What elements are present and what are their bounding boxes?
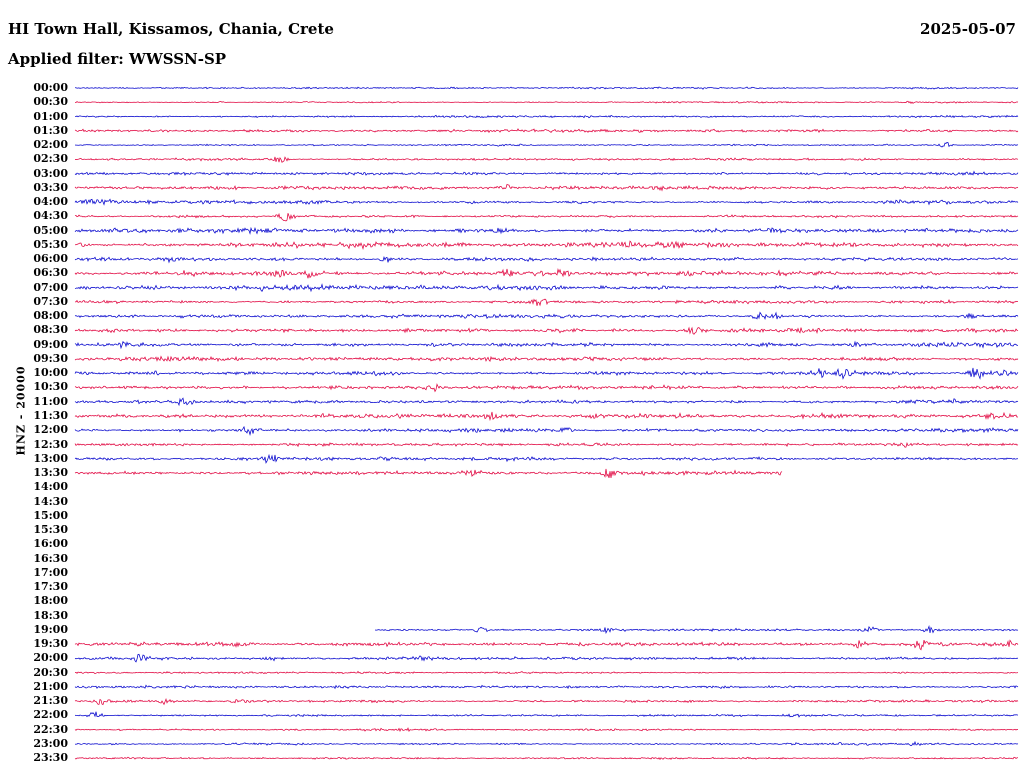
time-label: 21:00 <box>33 679 68 693</box>
trace-20:00 <box>74 653 1019 663</box>
trace-02:30 <box>74 156 1019 163</box>
trace-01:00 <box>74 114 1019 119</box>
time-label: 20:30 <box>33 665 68 679</box>
time-label: 08:00 <box>33 309 68 323</box>
trace-19:30 <box>74 639 1019 651</box>
trace-08:30 <box>74 326 1019 335</box>
trace-13:00 <box>74 453 1018 464</box>
time-label: 11:00 <box>33 394 68 408</box>
time-label: 13:00 <box>33 451 68 465</box>
time-label: 02:30 <box>33 152 68 166</box>
time-label-column: 00:00 00:30 01:00 01:30 02:00 02:30 03:00 03:30… <box>0 0 70 780</box>
trace-07:00 <box>74 283 1019 293</box>
time-label: 23:00 <box>33 736 68 750</box>
station-title: HI Town Hall, Kissamos, Chania, Crete <box>8 20 334 38</box>
time-label: 22:00 <box>33 708 68 722</box>
trace-00:00 <box>75 86 1019 90</box>
trace-04:00 <box>74 198 1019 206</box>
trace-04:30 <box>74 212 1019 222</box>
time-label: 00:30 <box>33 95 68 109</box>
trace-22:30 <box>74 727 1019 733</box>
trace-09:30 <box>74 355 1019 363</box>
time-label: 15:00 <box>33 508 68 522</box>
time-label: 02:00 <box>33 138 68 152</box>
time-label: 12:30 <box>33 437 68 451</box>
trace-06:00 <box>74 256 1019 264</box>
trace-20:30 <box>74 670 1019 675</box>
trace-22:00 <box>74 711 1018 718</box>
time-label: 15:30 <box>33 523 68 537</box>
time-label: 03:30 <box>33 180 68 194</box>
time-label: 06:00 <box>33 252 68 266</box>
trace-07:30 <box>75 298 1018 307</box>
trace-05:30 <box>74 240 1019 250</box>
time-label: 17:30 <box>33 580 68 594</box>
filter-label: Applied filter: WWSSN-SP <box>8 50 227 68</box>
trace-11:30 <box>74 411 1019 422</box>
time-label: 19:30 <box>33 637 68 651</box>
date-label: 2025-05-07 <box>920 20 1016 38</box>
time-label: 01:30 <box>33 123 68 137</box>
trace-02:00 <box>74 141 1019 148</box>
trace-21:30 <box>74 698 1019 706</box>
time-label: 06:30 <box>33 266 68 280</box>
time-label: 12:00 <box>33 423 68 437</box>
trace-21:00 <box>74 684 1019 690</box>
time-label: 01:00 <box>33 109 68 123</box>
time-label: 07:30 <box>33 294 68 308</box>
time-label: 05:30 <box>33 237 68 251</box>
time-label: 17:00 <box>33 565 68 579</box>
trace-12:30 <box>74 441 1019 448</box>
time-label: 19:00 <box>33 622 68 636</box>
time-label: 11:30 <box>33 408 68 422</box>
trace-00:30 <box>74 100 1019 104</box>
time-label: 09:00 <box>33 337 68 351</box>
trace-23:30 <box>74 756 1018 761</box>
time-label: 16:00 <box>33 537 68 551</box>
trace-03:30 <box>74 183 1019 192</box>
trace-08:00 <box>74 311 1019 320</box>
trace-03:00 <box>74 170 1019 177</box>
trace-12:00 <box>74 425 1019 437</box>
time-label: 00:00 <box>33 81 68 94</box>
time-label: 16:30 <box>33 551 68 565</box>
time-label: 10:30 <box>33 380 68 394</box>
trace-01:30 <box>74 128 1019 134</box>
trace-19:00 <box>374 625 1019 634</box>
page-header: HI Town Hall, Kissamos, Chania, Crete 20… <box>8 20 1016 38</box>
time-label: 04:30 <box>33 209 68 223</box>
trace-06:30 <box>74 268 1019 279</box>
time-label: 05:00 <box>33 223 68 237</box>
trace-10:30 <box>74 383 1019 393</box>
time-label: 08:30 <box>33 323 68 337</box>
time-label: 03:00 <box>33 166 68 180</box>
trace-13:30 <box>74 468 783 479</box>
trace-10:00 <box>74 367 1019 380</box>
time-label: 04:00 <box>33 195 68 209</box>
time-label: 20:00 <box>33 651 68 665</box>
trace-23:00 <box>74 740 1019 747</box>
trace-09:00 <box>74 340 1019 350</box>
trace-11:00 <box>74 397 1019 407</box>
time-label: 14:30 <box>33 494 68 508</box>
time-label: 09:30 <box>33 351 68 365</box>
time-label: 10:00 <box>33 366 68 380</box>
time-label: 07:00 <box>33 280 68 294</box>
time-label: 23:30 <box>33 751 68 765</box>
time-label: 22:30 <box>33 722 68 736</box>
time-label: 14:00 <box>33 480 68 494</box>
trace-05:00 <box>74 226 1019 235</box>
time-label: 18:30 <box>33 608 68 622</box>
time-label: 13:30 <box>33 466 68 480</box>
time-label: 18:00 <box>33 594 68 608</box>
time-label: 21:30 <box>33 694 68 708</box>
